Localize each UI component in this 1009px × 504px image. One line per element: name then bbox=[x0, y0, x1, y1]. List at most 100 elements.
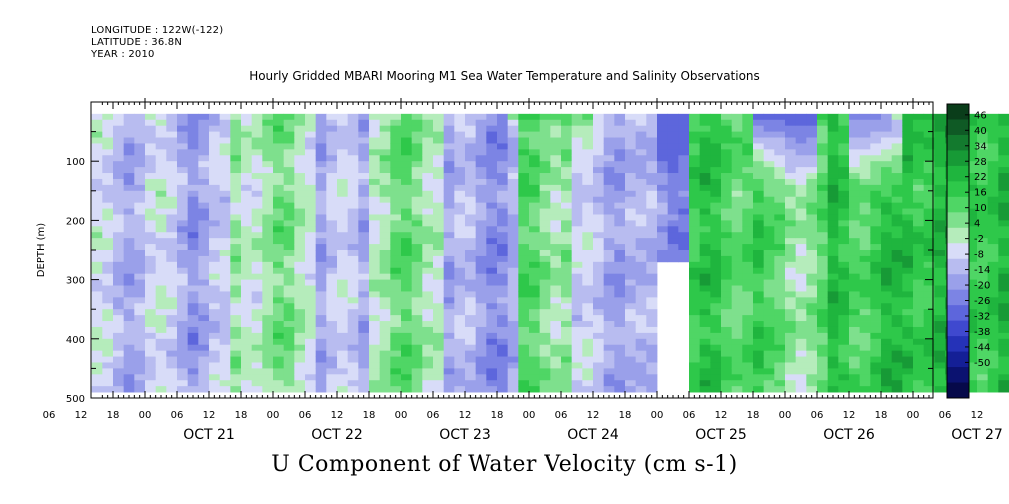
heatmap-cell bbox=[465, 244, 477, 251]
heatmap-cell bbox=[433, 273, 445, 280]
heatmap-cell bbox=[646, 315, 658, 322]
heatmap-cell bbox=[785, 350, 797, 357]
heatmap-cell bbox=[603, 143, 615, 150]
heatmap-cell bbox=[923, 167, 935, 174]
heatmap-cell bbox=[721, 291, 733, 298]
heatmap-cell bbox=[209, 119, 221, 127]
heatmap-cell bbox=[305, 297, 317, 304]
heatmap-cell bbox=[902, 178, 914, 186]
heatmap-cell bbox=[113, 125, 125, 132]
heatmap-cell bbox=[465, 202, 477, 209]
heatmap-cell bbox=[817, 285, 829, 292]
heatmap-cell bbox=[763, 326, 775, 334]
heatmap-cell bbox=[753, 332, 765, 340]
heatmap-cell bbox=[593, 315, 605, 322]
heatmap-cell bbox=[315, 332, 327, 340]
heatmap-cell bbox=[155, 255, 167, 263]
heatmap-cell bbox=[486, 220, 498, 227]
heatmap-cell bbox=[934, 173, 946, 180]
heatmap-cell bbox=[134, 155, 146, 162]
heatmap-cell bbox=[305, 173, 317, 180]
heatmap-cell bbox=[294, 315, 306, 322]
heatmap-cell bbox=[294, 368, 306, 375]
heatmap-cell bbox=[219, 321, 231, 328]
heatmap-cell bbox=[859, 374, 871, 381]
heatmap-cell bbox=[934, 267, 946, 275]
heatmap-cell bbox=[795, 208, 807, 215]
heatmap-cell bbox=[657, 173, 669, 180]
heatmap-cell bbox=[891, 315, 903, 322]
heatmap-cell bbox=[849, 279, 861, 286]
heatmap-cell bbox=[827, 244, 839, 251]
heatmap-cell bbox=[817, 261, 829, 269]
heatmap-cell bbox=[635, 380, 647, 387]
heatmap-cell bbox=[699, 232, 711, 239]
heatmap-cell bbox=[113, 368, 125, 375]
heatmap-cell bbox=[241, 125, 253, 132]
heatmap-cell bbox=[379, 196, 391, 204]
heatmap-cell bbox=[358, 238, 370, 245]
heatmap-cell bbox=[251, 196, 263, 204]
heatmap-cell bbox=[614, 321, 626, 328]
heatmap-cell bbox=[166, 202, 178, 209]
heatmap-cell bbox=[475, 220, 487, 227]
heatmap-cell bbox=[998, 350, 1009, 357]
heatmap-cell bbox=[817, 321, 829, 328]
heatmap-cell bbox=[145, 238, 157, 245]
heatmap-cell bbox=[518, 291, 530, 298]
heatmap-cell bbox=[817, 273, 829, 280]
heatmap-cell bbox=[742, 155, 754, 162]
heatmap-cell bbox=[507, 344, 519, 352]
heatmap-cell bbox=[113, 380, 125, 387]
heatmap-cell bbox=[283, 315, 295, 322]
heatmap-cell bbox=[411, 208, 423, 215]
heatmap-cell bbox=[102, 131, 114, 138]
heatmap-cell bbox=[742, 113, 754, 121]
x-date-label: OCT 26 bbox=[823, 427, 875, 443]
heatmap-cell bbox=[657, 184, 669, 192]
heatmap-cell bbox=[91, 184, 103, 192]
heatmap-cell bbox=[774, 350, 786, 357]
heatmap-cell bbox=[785, 315, 797, 322]
heatmap-cell bbox=[785, 184, 797, 192]
heatmap-cell bbox=[785, 113, 797, 121]
heatmap-cell bbox=[891, 190, 903, 198]
heatmap-cell bbox=[785, 119, 797, 127]
heatmap-cell bbox=[998, 125, 1009, 132]
heatmap-cell bbox=[934, 161, 946, 168]
heatmap-cell bbox=[241, 356, 253, 363]
heatmap-cell bbox=[219, 125, 231, 132]
heatmap-cell bbox=[347, 167, 359, 174]
heatmap-cell bbox=[230, 368, 242, 375]
heatmap-cell bbox=[742, 131, 754, 138]
heatmap-cell bbox=[443, 285, 455, 292]
heatmap-cell bbox=[91, 344, 103, 352]
heatmap-cell bbox=[721, 238, 733, 245]
heatmap-cell bbox=[486, 113, 498, 121]
heatmap-cell bbox=[539, 131, 551, 138]
heatmap-cell bbox=[731, 184, 743, 192]
heatmap-cell bbox=[294, 161, 306, 168]
heatmap-cell bbox=[849, 250, 861, 257]
heatmap-cell bbox=[155, 238, 167, 245]
heatmap-cell bbox=[870, 214, 882, 221]
heatmap-cell bbox=[646, 161, 658, 168]
heatmap-cell bbox=[987, 374, 999, 381]
heatmap-cell bbox=[347, 220, 359, 227]
heatmap-cell bbox=[753, 244, 765, 251]
heatmap-cell bbox=[486, 267, 498, 275]
heatmap-cell bbox=[859, 250, 871, 257]
heatmap-cell bbox=[294, 386, 306, 393]
heatmap-cell bbox=[283, 196, 295, 204]
heatmap-cell bbox=[465, 178, 477, 186]
heatmap-cell bbox=[326, 374, 338, 381]
heatmap-cell bbox=[486, 356, 498, 363]
x-tick-label: 06 bbox=[683, 410, 696, 421]
heatmap-cell bbox=[102, 326, 114, 334]
heatmap-cell bbox=[699, 178, 711, 186]
heatmap-cell bbox=[753, 232, 765, 239]
heatmap-cell bbox=[539, 208, 551, 215]
heatmap-cell bbox=[977, 173, 989, 180]
heatmap-cell bbox=[603, 279, 615, 286]
heatmap-cell bbox=[315, 190, 327, 198]
